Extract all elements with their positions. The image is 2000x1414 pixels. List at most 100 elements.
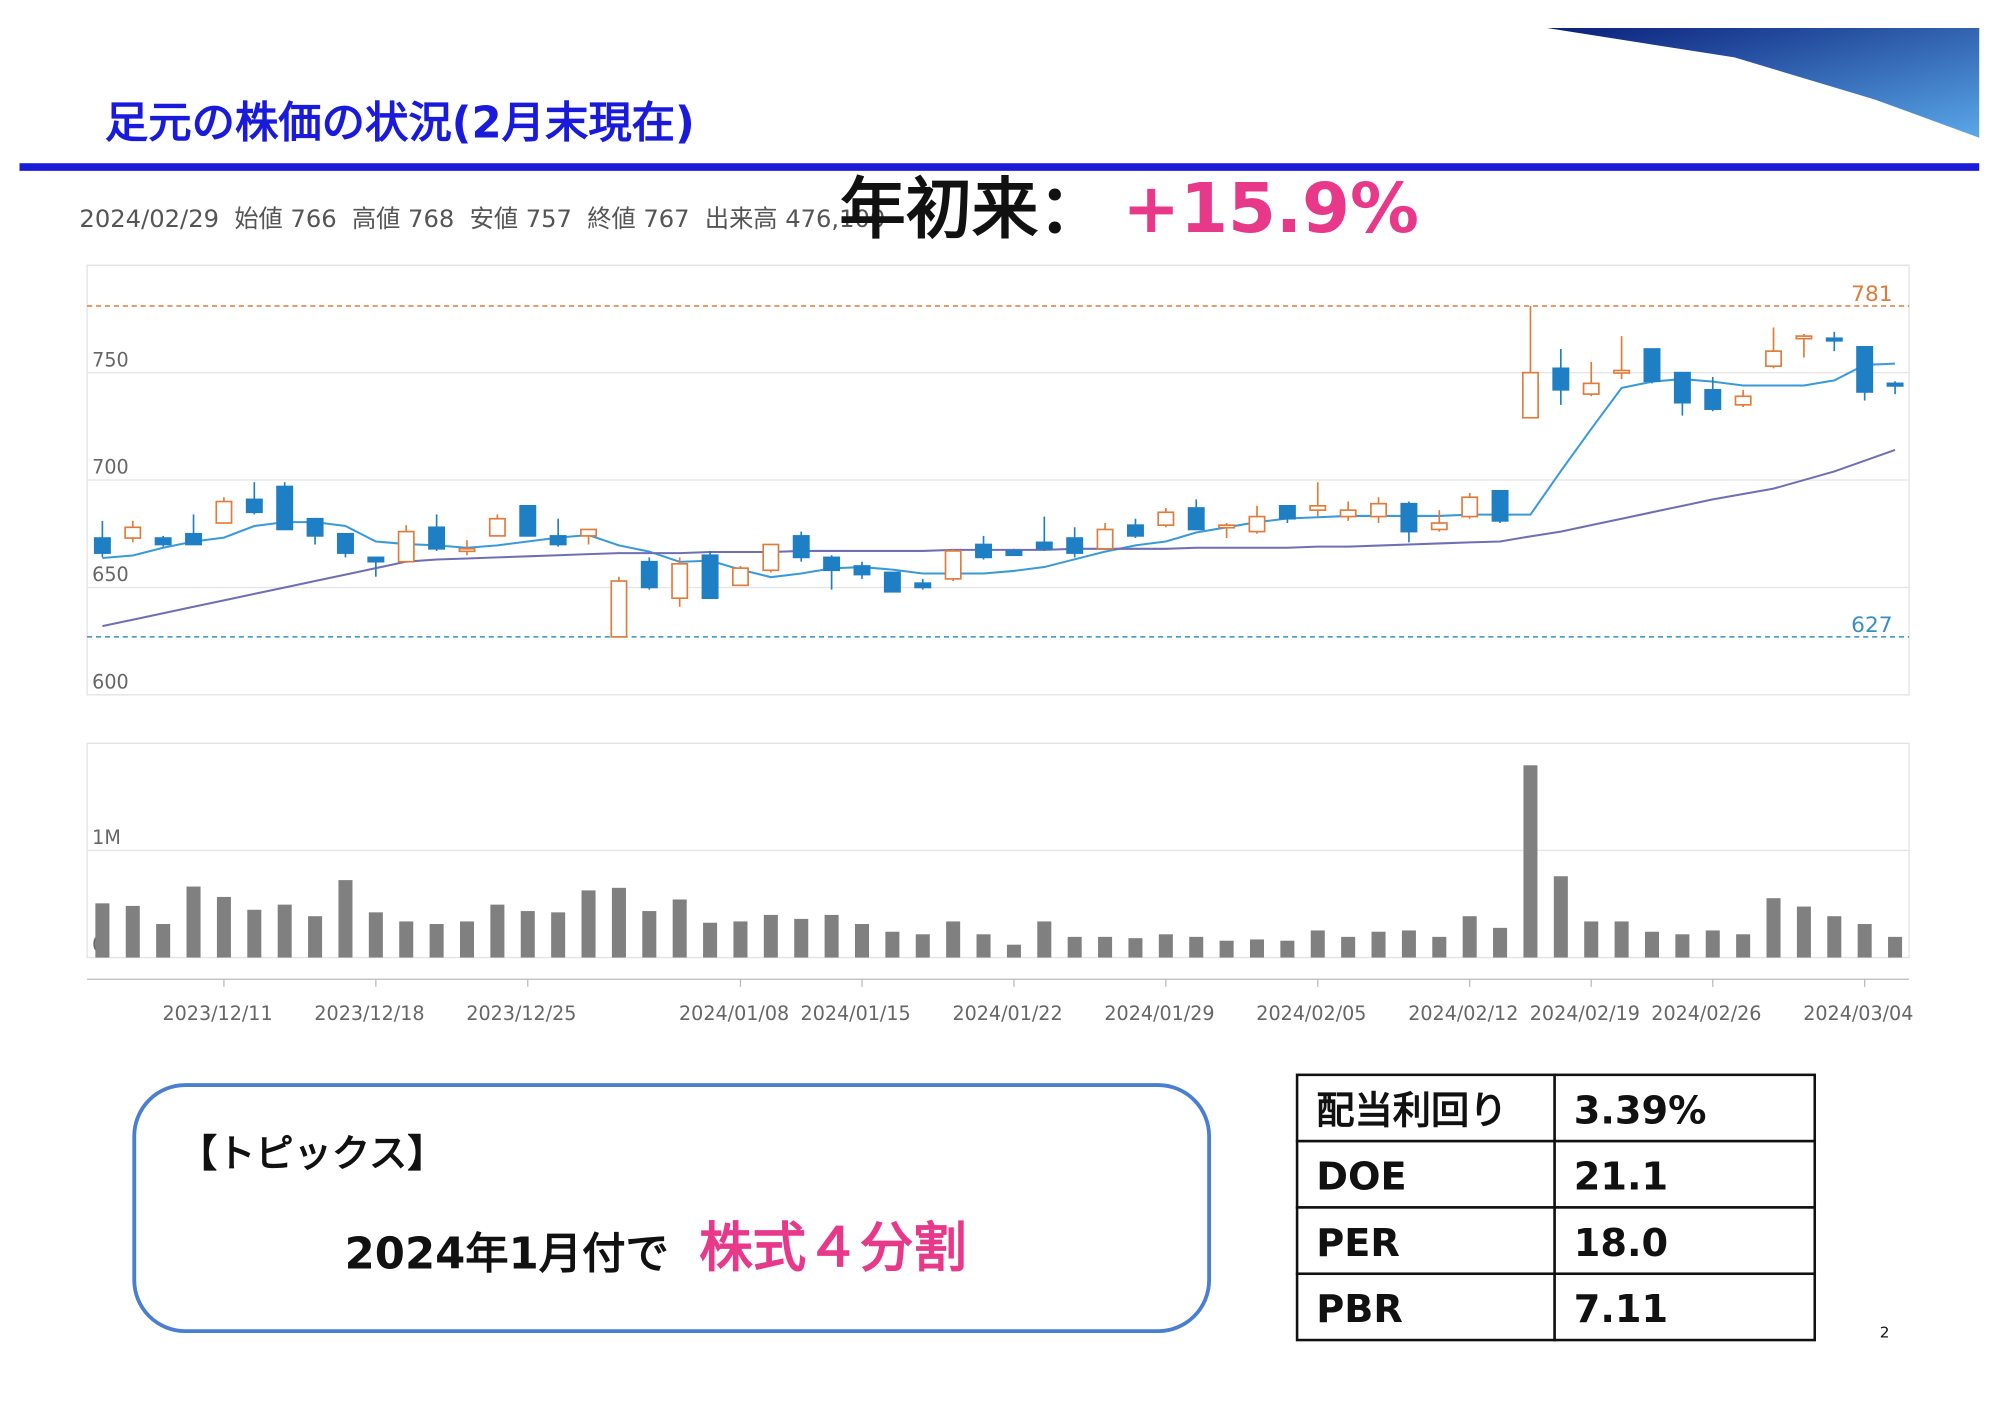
table-cell	[1553, 1139, 1817, 1209]
volume-bar	[95, 903, 110, 958]
volume-bar	[216, 896, 231, 958]
slide-title: 足元の株価の状況(2月末現在)	[105, 99, 695, 149]
table-cell	[1295, 1206, 1556, 1276]
volume-bar	[1128, 938, 1143, 958]
volume-bar	[733, 921, 748, 958]
candle-body	[1491, 489, 1509, 522]
volume-bar	[551, 912, 566, 958]
candle-body	[1005, 550, 1023, 557]
volume-bar	[1341, 936, 1356, 958]
candle-body	[1856, 346, 1874, 393]
table-text: DOE	[1316, 1155, 1406, 1200]
volume-bar	[1432, 936, 1447, 958]
table-cell	[1553, 1272, 1817, 1342]
x-tick-label: 2023/12/11	[162, 1002, 272, 1025]
volume-bar	[368, 912, 383, 958]
candle-body	[367, 556, 385, 563]
volume-bar	[399, 921, 414, 958]
candle-body	[731, 567, 749, 587]
volume-bar	[976, 934, 991, 958]
volume-bar	[1705, 930, 1720, 958]
candle-body	[1734, 395, 1752, 406]
candle-body	[1187, 507, 1205, 531]
ytd-value: +15.9%	[1122, 169, 1419, 249]
volume-bar	[1614, 921, 1629, 958]
volume-bar	[156, 924, 171, 958]
decoration	[1546, 28, 1980, 138]
candle-body	[306, 517, 324, 537]
volume-bar	[1553, 876, 1568, 958]
volume-bar	[1827, 916, 1842, 958]
volume-bar	[1644, 931, 1660, 958]
table-text: 7.11	[1574, 1287, 1668, 1332]
volume-bar	[1675, 934, 1690, 958]
volume-bar	[1158, 934, 1173, 958]
volume-bar	[794, 918, 809, 958]
candle-body	[640, 560, 658, 589]
candle-body	[1126, 524, 1144, 537]
y-tick-label: 650	[92, 563, 128, 586]
candle-body	[671, 563, 689, 600]
volume-bar	[1523, 765, 1538, 958]
candle-body	[93, 537, 111, 554]
y-tick-label: 750	[92, 348, 128, 371]
volume-bar	[1067, 936, 1082, 958]
volume-bar	[1888, 936, 1903, 958]
volume-bar	[915, 934, 930, 958]
table-cell	[1295, 1139, 1556, 1209]
table-text: 配当利回り	[1316, 1088, 1507, 1133]
ytd-label: 年初来：	[839, 170, 1104, 248]
candle-body	[1552, 367, 1570, 391]
volume-bar	[1584, 921, 1599, 958]
candle-body	[1461, 496, 1479, 518]
table-text: 3.39%	[1574, 1088, 1707, 1133]
candle-body	[1066, 537, 1084, 554]
title-rule	[19, 163, 1980, 171]
quote-label: 高値	[352, 205, 400, 233]
candle-body	[914, 582, 932, 589]
candle-body	[853, 565, 871, 576]
candle-body	[883, 571, 901, 593]
candle-body	[1339, 509, 1357, 518]
volume-bar	[1189, 936, 1204, 958]
volume-bar	[703, 922, 718, 958]
volume-bar	[490, 904, 505, 958]
quote-label: 出来高	[705, 205, 778, 233]
candle-body	[1096, 528, 1114, 550]
quote-value: 757	[526, 205, 572, 233]
quote-value: 768	[408, 205, 454, 233]
topics-text: 2024年1月付で	[345, 1230, 669, 1280]
table-cell	[1553, 1206, 1817, 1276]
x-tick-label: 2024/01/22	[952, 1002, 1062, 1025]
candle-body	[944, 550, 962, 580]
y-tick-label: 1M	[92, 826, 121, 849]
table-text: PBR	[1316, 1287, 1403, 1332]
candle-body	[1218, 524, 1236, 529]
page-number: 2	[1880, 1323, 1890, 1341]
x-tick-label: 2024/02/05	[1256, 1002, 1366, 1025]
volume-bar	[1857, 924, 1872, 958]
volume-bar	[308, 916, 323, 958]
candle-body	[1673, 371, 1691, 404]
reference-label: 627	[1851, 613, 1892, 638]
volume-bar	[277, 904, 292, 958]
volume-bar	[611, 887, 626, 958]
table-text: 21.1	[1574, 1155, 1668, 1200]
x-tick-label: 2023/12/18	[314, 1002, 424, 1025]
volume-bar	[824, 914, 839, 958]
candle-body	[397, 530, 415, 563]
candle-body	[1309, 504, 1327, 511]
x-tick-label: 2024/01/15	[801, 1002, 911, 1025]
candle-body	[1825, 337, 1843, 342]
table-text: PER	[1316, 1221, 1400, 1266]
candle-body	[488, 517, 506, 537]
candle-body	[519, 504, 537, 537]
candle-body	[975, 543, 993, 559]
volume-bar	[1796, 906, 1811, 958]
quote-value: 767	[643, 205, 689, 233]
candle-body	[276, 485, 294, 531]
volume-bar	[885, 931, 900, 958]
volume-bar	[1249, 939, 1265, 958]
quote-value: 476,100	[785, 205, 885, 233]
candle-body	[185, 532, 203, 546]
